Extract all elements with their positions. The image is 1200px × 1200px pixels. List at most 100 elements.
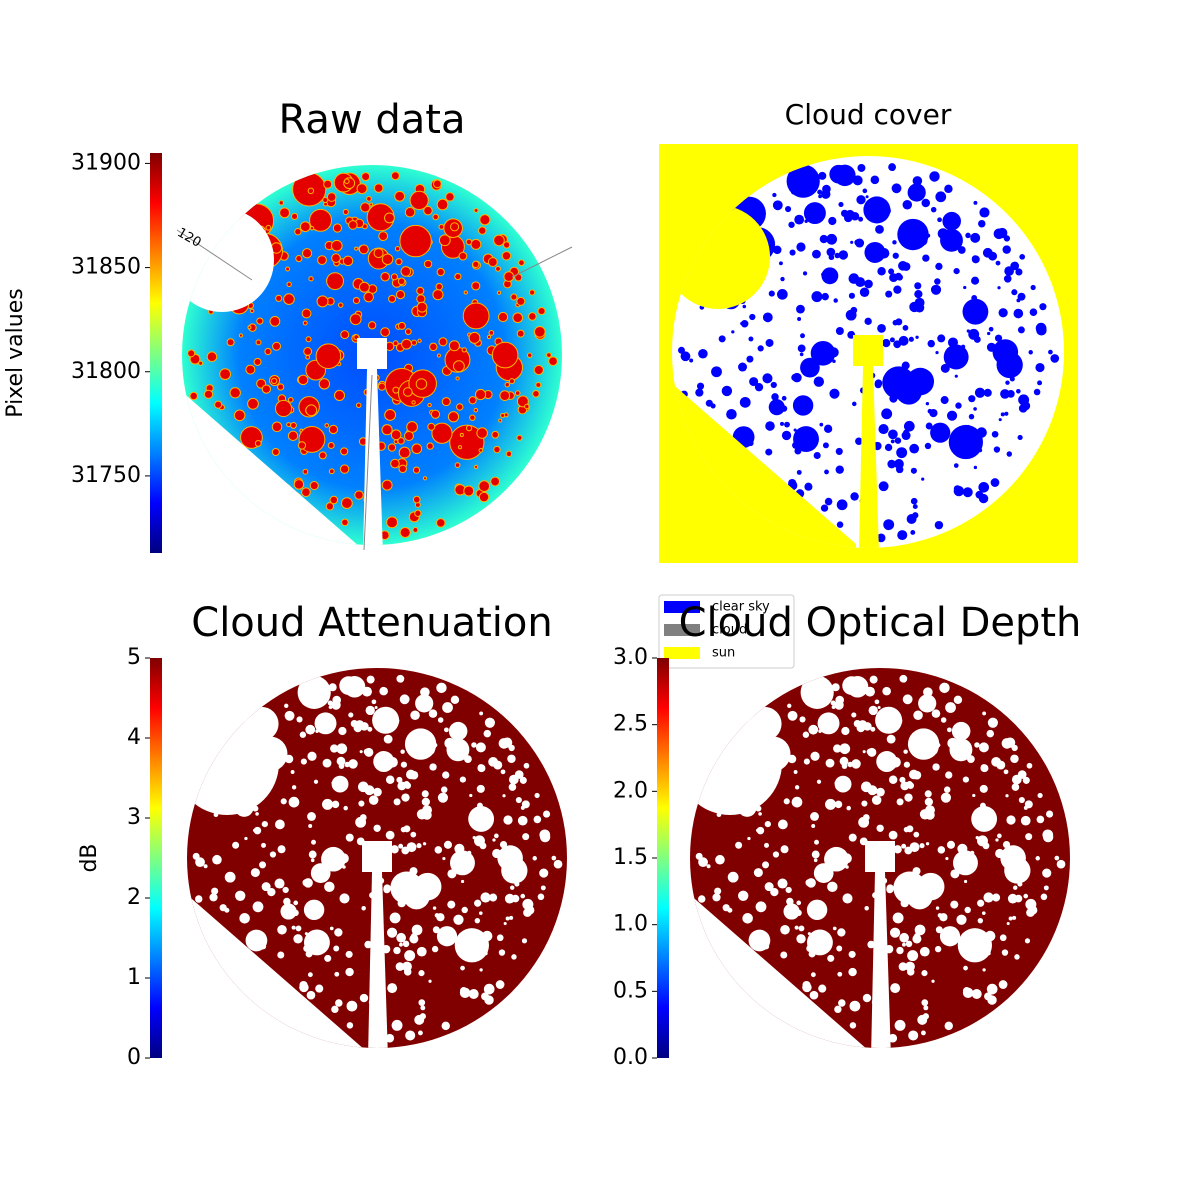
image-blob bbox=[937, 217, 942, 223]
image-blob bbox=[499, 390, 511, 402]
image-blob bbox=[999, 934, 1007, 942]
image-blob bbox=[899, 776, 906, 783]
image-blob bbox=[990, 478, 1000, 487]
image-blob bbox=[290, 421, 297, 429]
image-blob bbox=[1046, 810, 1054, 818]
image-blob bbox=[409, 190, 429, 210]
image-blob bbox=[862, 750, 866, 754]
image-blob bbox=[483, 983, 495, 995]
image-blob bbox=[309, 208, 332, 232]
image-blob bbox=[809, 990, 819, 1000]
image-blob bbox=[523, 762, 530, 769]
image-blob bbox=[329, 926, 334, 931]
image-blob bbox=[496, 290, 502, 295]
image-blob bbox=[397, 437, 405, 445]
image-blob bbox=[294, 228, 302, 236]
image-blob bbox=[214, 400, 223, 409]
image-blob bbox=[460, 965, 465, 971]
image-blob bbox=[794, 785, 800, 790]
image-blob bbox=[416, 294, 426, 304]
image-blob bbox=[355, 816, 367, 828]
image-blob bbox=[331, 800, 340, 809]
image-blob bbox=[432, 213, 439, 221]
image-blob bbox=[898, 335, 909, 346]
image-blob bbox=[305, 354, 311, 360]
image-blob bbox=[418, 970, 425, 977]
image-blob bbox=[1056, 859, 1066, 869]
image-blob bbox=[998, 418, 1002, 422]
image-blob bbox=[996, 760, 1006, 770]
image-blob bbox=[755, 901, 767, 913]
image-blob bbox=[517, 815, 528, 826]
image-blob bbox=[305, 724, 316, 735]
image-blob bbox=[409, 934, 419, 944]
image-blob bbox=[361, 172, 371, 182]
image-blob bbox=[378, 231, 389, 242]
image-blob bbox=[982, 711, 987, 716]
image-blob bbox=[479, 968, 483, 972]
image-blob bbox=[432, 926, 440, 934]
image-blob bbox=[821, 292, 829, 301]
image-blob bbox=[786, 897, 794, 906]
image-blob bbox=[721, 385, 733, 397]
image-blob bbox=[354, 490, 364, 500]
image-blob bbox=[410, 831, 417, 838]
image-blob bbox=[979, 784, 988, 793]
image-blob bbox=[772, 245, 782, 255]
image-blob bbox=[881, 408, 893, 420]
image-blob bbox=[416, 301, 428, 313]
image-blob bbox=[839, 756, 849, 766]
image-blob bbox=[387, 983, 398, 994]
image-blob bbox=[403, 781, 410, 788]
image-blob bbox=[855, 238, 865, 248]
image-blob bbox=[931, 171, 940, 180]
image-blob bbox=[247, 325, 252, 330]
image-blob bbox=[484, 995, 494, 1005]
image-blob bbox=[903, 761, 911, 768]
image-blob bbox=[1003, 769, 1009, 775]
image-blob bbox=[911, 890, 921, 900]
image-blob bbox=[962, 487, 973, 498]
image-blob bbox=[219, 368, 232, 381]
image-blob bbox=[940, 396, 949, 405]
image-blob bbox=[534, 792, 540, 799]
image-blob bbox=[833, 744, 842, 753]
image-blob bbox=[886, 886, 894, 894]
image-blob bbox=[940, 717, 947, 723]
image-blob bbox=[773, 728, 779, 734]
image-blob bbox=[953, 695, 963, 705]
image-blob bbox=[821, 267, 839, 285]
image-blob bbox=[373, 248, 384, 259]
image-blob bbox=[275, 294, 283, 302]
image-blob bbox=[824, 469, 829, 475]
image-blob bbox=[921, 970, 928, 977]
image-blob bbox=[888, 1033, 898, 1043]
image-blob bbox=[1036, 815, 1045, 824]
image-blob bbox=[358, 244, 369, 255]
image-blob bbox=[528, 312, 537, 321]
image-blob bbox=[1006, 922, 1010, 926]
image-blob bbox=[331, 253, 341, 263]
image-blob bbox=[436, 926, 458, 947]
image-blob bbox=[406, 842, 417, 853]
image-blob bbox=[754, 383, 764, 392]
image-blob bbox=[421, 797, 430, 807]
image-blob bbox=[371, 699, 377, 705]
image-blob bbox=[473, 207, 479, 213]
image-blob bbox=[715, 854, 725, 865]
image-blob bbox=[987, 331, 991, 336]
image-blob bbox=[477, 764, 484, 771]
image-blob bbox=[479, 214, 491, 226]
image-blob bbox=[946, 410, 958, 421]
image-blob bbox=[313, 691, 319, 697]
annotation: 120 bbox=[174, 225, 203, 250]
image-blob bbox=[905, 940, 913, 948]
image-blob bbox=[307, 187, 315, 195]
sky-image bbox=[690, 668, 1070, 1048]
image-blob bbox=[297, 441, 307, 450]
image-blob bbox=[505, 916, 510, 921]
image-blob bbox=[399, 224, 432, 258]
image-blob bbox=[924, 442, 932, 450]
image-blob bbox=[394, 245, 401, 252]
image-blob bbox=[269, 316, 281, 327]
